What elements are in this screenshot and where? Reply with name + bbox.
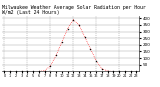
- Text: Milwaukee Weather Average Solar Radiation per Hour W/m2 (Last 24 Hours): Milwaukee Weather Average Solar Radiatio…: [2, 5, 145, 15]
